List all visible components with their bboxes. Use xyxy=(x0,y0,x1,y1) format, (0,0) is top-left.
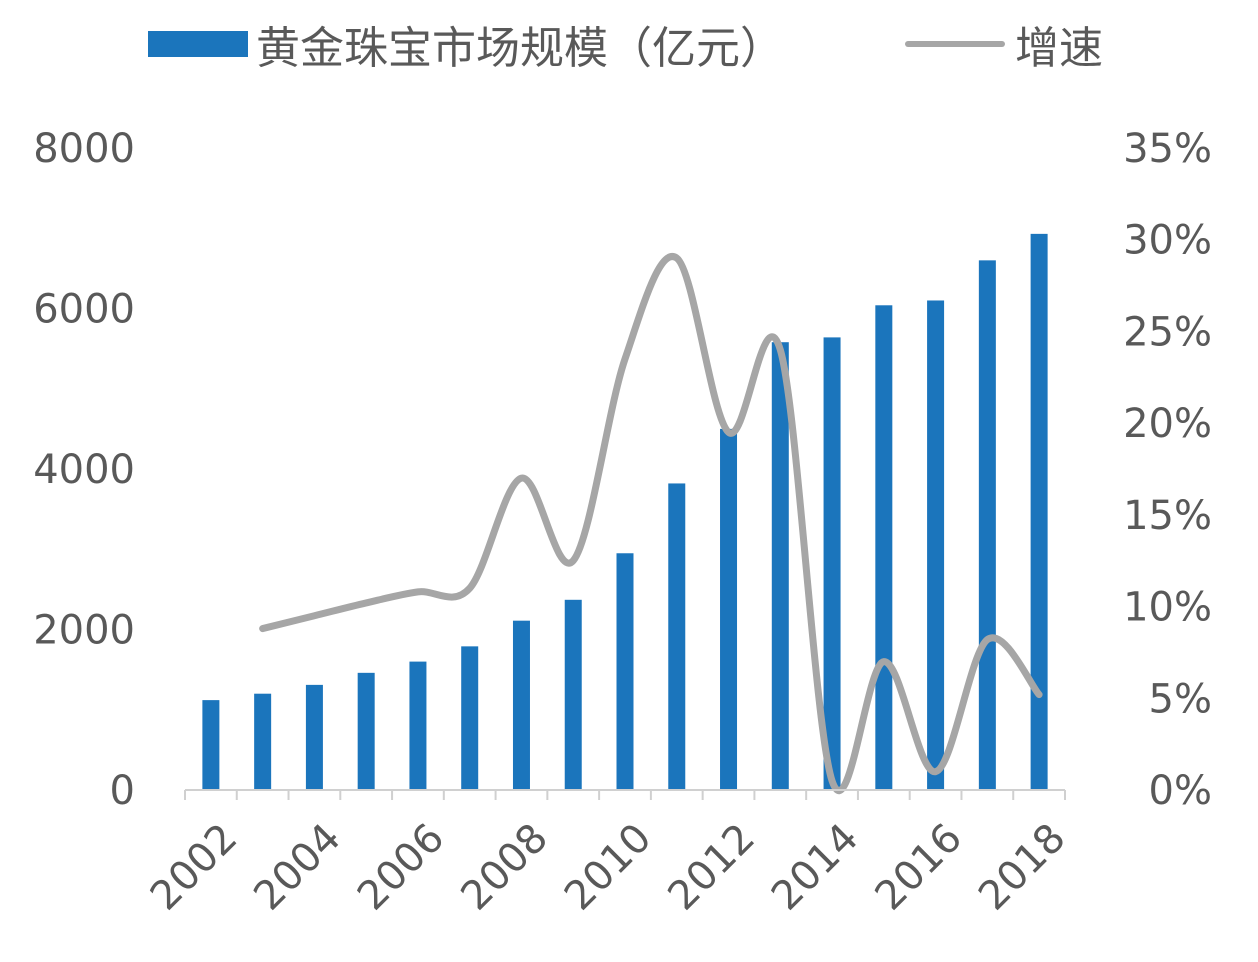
legend-item-market-size[interactable]: 黄金珠宝市场规模（亿元） xyxy=(148,14,784,74)
bar xyxy=(875,305,893,790)
legend-swatch-line xyxy=(905,41,1005,47)
x-tick-label: 2018 xyxy=(970,815,1075,920)
bar xyxy=(771,342,789,790)
legend-swatch-bar xyxy=(148,31,248,57)
bar xyxy=(927,300,945,790)
bar xyxy=(616,553,634,790)
x-axis: 2002 2004 2006 2008 2010 2012 2014 2016 2018 xyxy=(142,790,1075,919)
legend: 黄金珠宝市场规模（亿元） 增速 xyxy=(0,14,1258,74)
right-tick-label: 35% xyxy=(1123,126,1212,172)
right-tick-label: 15% xyxy=(1123,493,1212,539)
bar xyxy=(202,700,220,790)
x-tick-label: 2008 xyxy=(452,815,557,920)
left-tick-label: 6000 xyxy=(33,287,135,333)
left-tick-label: 4000 xyxy=(33,447,135,493)
bar xyxy=(978,260,996,791)
right-tick-label: 5% xyxy=(1149,676,1212,722)
left-tick-label: 2000 xyxy=(33,608,135,654)
bar xyxy=(823,337,841,790)
bar xyxy=(512,620,530,790)
bar xyxy=(668,483,686,790)
x-tick-label: 2010 xyxy=(556,815,661,920)
x-tick-label: 2006 xyxy=(349,815,454,920)
right-tick-label: 25% xyxy=(1123,309,1212,355)
right-tick-label: 30% xyxy=(1123,218,1212,264)
bar xyxy=(564,599,582,790)
legend-item-growth[interactable]: 增速 xyxy=(905,14,1103,74)
growth-line xyxy=(259,253,1043,795)
x-tick-label: 2004 xyxy=(245,815,350,920)
legend-label-growth: 增速 xyxy=(1015,23,1103,74)
x-tick-label: 2012 xyxy=(659,815,764,920)
left-tick-label: 0 xyxy=(110,768,135,814)
right-tick-label: 20% xyxy=(1123,401,1212,447)
right-tick-label: 0% xyxy=(1149,768,1212,814)
bar xyxy=(305,684,323,790)
legend-label-market-size: 黄金珠宝市场规模（亿元） xyxy=(256,23,784,74)
bar xyxy=(254,693,272,790)
bar xyxy=(720,428,738,790)
right-tick-label: 10% xyxy=(1123,585,1212,631)
left-axis: 0 2000 4000 6000 8000 xyxy=(33,126,135,814)
bar xyxy=(1030,233,1048,790)
x-tick-label: 2014 xyxy=(763,815,868,920)
x-tick-label: 2016 xyxy=(867,815,972,920)
bar xyxy=(357,672,375,790)
bar xyxy=(409,661,427,790)
right-axis: 0% 5% 10% 15% 20% 25% 30% 35% xyxy=(1123,126,1212,814)
x-tick-label: 2002 xyxy=(142,815,247,920)
bar xyxy=(461,646,479,790)
left-tick-label: 8000 xyxy=(33,126,135,172)
bar-series xyxy=(202,233,1048,791)
